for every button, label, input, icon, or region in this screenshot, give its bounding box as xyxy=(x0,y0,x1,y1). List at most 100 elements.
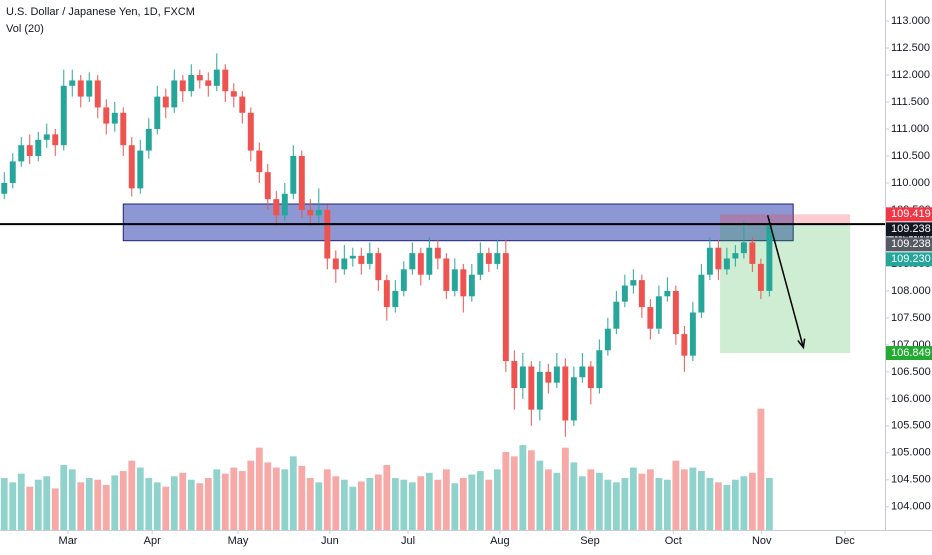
volume-bar xyxy=(621,478,629,530)
candle-body xyxy=(392,290,399,308)
volume-bar xyxy=(340,479,348,530)
y-tick-label: 110.500 xyxy=(891,150,930,162)
volume-bar xyxy=(77,482,85,530)
volume-bar xyxy=(493,469,501,530)
volume-bar xyxy=(170,476,178,530)
volume-bar xyxy=(476,471,484,530)
volume-bar xyxy=(196,483,204,530)
volume-bar xyxy=(544,469,552,530)
volume-bar xyxy=(94,479,102,530)
y-tick-label: 108.000 xyxy=(891,285,931,297)
candle-body xyxy=(740,242,747,254)
arrow-shaft xyxy=(766,215,805,348)
candle-body xyxy=(60,85,67,146)
volume-bar xyxy=(417,476,425,530)
y-tick-label: 106.500 xyxy=(891,366,931,378)
candle-body xyxy=(239,96,246,113)
x-tick-label: Jul xyxy=(401,535,415,547)
price-tag-label: 106.849 xyxy=(891,347,931,359)
candle-body xyxy=(655,296,662,329)
volume-bar xyxy=(238,471,246,530)
candle-body xyxy=(596,350,603,389)
candle-body xyxy=(443,258,450,291)
candle-body xyxy=(358,255,365,264)
price-tag-label: 109.419 xyxy=(891,208,931,220)
candle-body xyxy=(375,253,382,281)
candle-body xyxy=(519,366,526,389)
volume-bar xyxy=(306,478,314,530)
volume-bar xyxy=(519,445,527,530)
volume-bar xyxy=(680,469,688,530)
volume-bar xyxy=(391,478,399,530)
candle-body xyxy=(213,69,220,86)
candle-body xyxy=(749,242,756,264)
volume-bar xyxy=(408,482,416,530)
volume-bar xyxy=(349,486,357,530)
volume-bar xyxy=(638,473,646,530)
price-tag xyxy=(886,346,932,361)
candle-body xyxy=(349,255,356,259)
candle-body xyxy=(502,253,509,362)
candle-body xyxy=(494,253,501,264)
volume-bar xyxy=(357,481,365,530)
candle-body xyxy=(205,80,212,86)
volume-bar xyxy=(9,482,17,530)
candle-body xyxy=(562,366,569,421)
candle-body xyxy=(553,366,560,383)
candle-body xyxy=(732,253,739,259)
volume-bar xyxy=(0,478,8,530)
candle-body xyxy=(256,150,263,173)
candle-body xyxy=(332,258,339,270)
candle-body xyxy=(672,290,679,335)
candle-body xyxy=(315,209,322,216)
volume-bar xyxy=(434,479,442,530)
volume-bar xyxy=(706,478,714,530)
volume-bar xyxy=(595,472,603,530)
candle-body xyxy=(171,80,178,108)
volume-bar xyxy=(162,486,170,530)
candle-body xyxy=(196,75,203,81)
candle-body xyxy=(324,209,331,259)
candle-body xyxy=(723,258,730,270)
candle-body xyxy=(613,301,620,329)
x-tick-label: Sep xyxy=(580,535,600,547)
volume-bar xyxy=(740,476,748,530)
volume-bar xyxy=(468,474,476,530)
candle-body xyxy=(587,366,594,389)
volume-bar xyxy=(442,469,450,530)
volume-bar xyxy=(587,469,595,530)
volume-bar xyxy=(145,478,153,530)
volume-bar xyxy=(111,475,119,530)
volume-bar xyxy=(366,478,374,530)
price-tag xyxy=(886,252,932,267)
volume-bar xyxy=(400,479,408,530)
candle-body xyxy=(162,96,169,108)
candle-body xyxy=(417,253,424,275)
candle-body xyxy=(145,128,152,151)
volume-bar xyxy=(128,460,136,530)
volume-bar xyxy=(213,469,221,530)
candle-body xyxy=(757,263,764,291)
volume-bar xyxy=(723,484,731,530)
volume-bar xyxy=(731,479,739,530)
candle-body xyxy=(103,107,110,124)
volume-bar xyxy=(578,476,586,530)
y-tick-label: 112.500 xyxy=(891,42,930,54)
candle-body xyxy=(366,253,373,264)
candle-body xyxy=(247,112,254,151)
candle-body xyxy=(52,134,59,146)
y-tick-label: 105.000 xyxy=(891,447,931,459)
x-tick-label: Apr xyxy=(144,535,161,547)
candle-body xyxy=(35,139,42,156)
candle-body xyxy=(128,145,135,189)
volume-bar xyxy=(527,450,535,530)
candle-body xyxy=(766,224,773,291)
candle-body xyxy=(579,366,586,378)
candle-body xyxy=(715,247,722,270)
volume-bar xyxy=(272,467,280,530)
volume-bar xyxy=(247,460,255,530)
candle-body xyxy=(664,290,671,297)
volume-bar xyxy=(536,460,544,530)
volume-bar xyxy=(663,479,671,530)
volume-bar xyxy=(553,472,561,530)
